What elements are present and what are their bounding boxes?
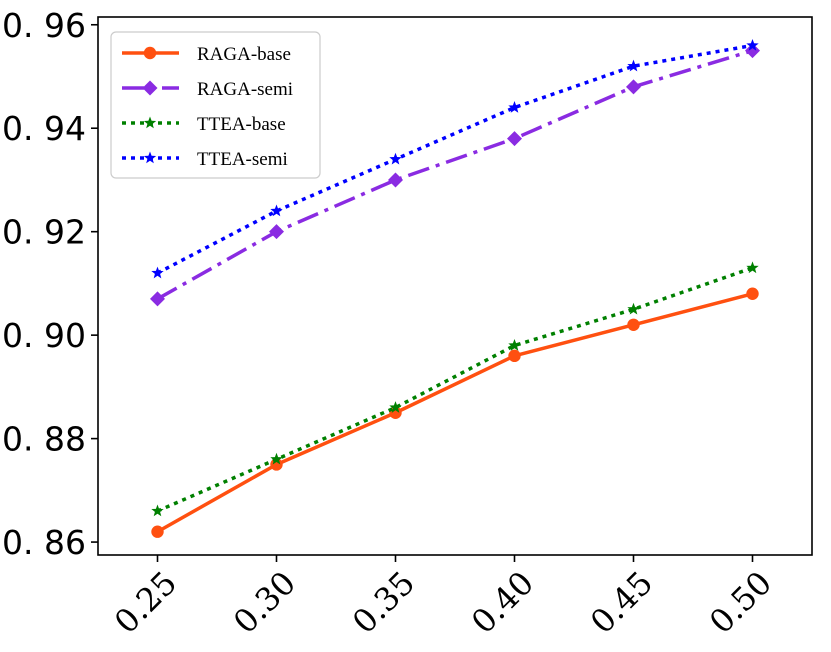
series-line-raga-base — [156, 292, 753, 534]
data-point-raga-semi — [626, 79, 641, 95]
plot-area-frame — [97, 16, 813, 556]
data-point-raga-semi — [388, 172, 403, 188]
y-tick-label: 0. 88 — [2, 420, 86, 459]
legend-swatch-marker — [143, 151, 157, 164]
legend-swatch-marker — [142, 80, 158, 96]
data-point-ttea-base — [151, 504, 164, 517]
data-point-ttea-semi — [627, 59, 640, 72]
x-tick-label: 0.40 — [464, 564, 541, 641]
legend-label: RAGA-semi — [197, 79, 293, 100]
y-axis: 0. 86 0. 88 0. 90 0. 92 0. 94 0. 96 — [2, 6, 98, 562]
data-point-raga-semi — [269, 224, 284, 240]
x-axis: 0.25 0.30 0.35 0.40 0.45 0.50 — [107, 555, 779, 641]
series-line-raga-semi — [156, 48, 754, 301]
data-point-ttea-base — [508, 338, 521, 351]
legend-label: TTEA-base — [197, 114, 286, 135]
y-tick-label: 0. 96 — [2, 6, 86, 45]
data-point-raga-semi — [745, 43, 760, 59]
data-point-ttea-base — [270, 452, 283, 465]
series-line-ttea-semi — [156, 43, 753, 275]
y-tick-label: 0. 94 — [2, 109, 86, 148]
legend: RAGA-base RAGA-semi TTEA-base TTEA-semi — [110, 31, 321, 179]
data-point-raga-semi — [507, 131, 522, 147]
legend-item-raga-base: RAGA-base — [122, 44, 291, 65]
data-point-raga-base — [627, 318, 640, 331]
data-point-raga-base — [746, 287, 759, 300]
series-line-ttea-base — [156, 266, 754, 513]
data-point-raga-semi — [150, 291, 165, 307]
data-point-ttea-base — [627, 302, 640, 315]
y-tick-label: 0. 90 — [2, 316, 86, 355]
series-ttea-semi — [151, 38, 759, 279]
x-tick-label: 0.25 — [107, 564, 184, 641]
data-point-ttea-semi — [270, 204, 283, 217]
data-point-ttea-base — [389, 401, 402, 413]
legend-label: TTEA-semi — [197, 149, 288, 170]
legend-item-raga-semi: RAGA-semi — [122, 79, 293, 100]
legend-swatch-marker — [143, 46, 157, 60]
data-point-ttea-semi — [151, 266, 164, 279]
legend-label: RAGA-base — [197, 44, 291, 65]
series-layer — [150, 38, 760, 538]
series-raga-base — [151, 287, 759, 538]
legend-item-ttea-base: TTEA-base — [122, 114, 286, 135]
series-ttea-base — [151, 261, 759, 517]
data-point-ttea-semi — [746, 38, 759, 51]
x-tick-label: 0.50 — [702, 564, 779, 641]
legend-item-ttea-semi: TTEA-semi — [122, 149, 288, 170]
data-point-raga-base — [151, 525, 164, 538]
data-point-ttea-base — [746, 261, 759, 274]
data-point-ttea-semi — [508, 101, 521, 113]
x-tick-label: 0.35 — [345, 564, 422, 641]
legend-swatch-marker — [143, 116, 157, 129]
x-tick-label: 0.30 — [226, 564, 303, 641]
x-tick-label: 0.45 — [583, 564, 660, 641]
y-tick-label: 0. 92 — [2, 213, 86, 252]
y-tick-label: 0. 86 — [2, 523, 86, 562]
data-point-raga-base — [508, 349, 521, 363]
legend-box — [110, 31, 321, 179]
series-raga-semi — [150, 43, 760, 307]
data-point-ttea-semi — [389, 152, 402, 165]
